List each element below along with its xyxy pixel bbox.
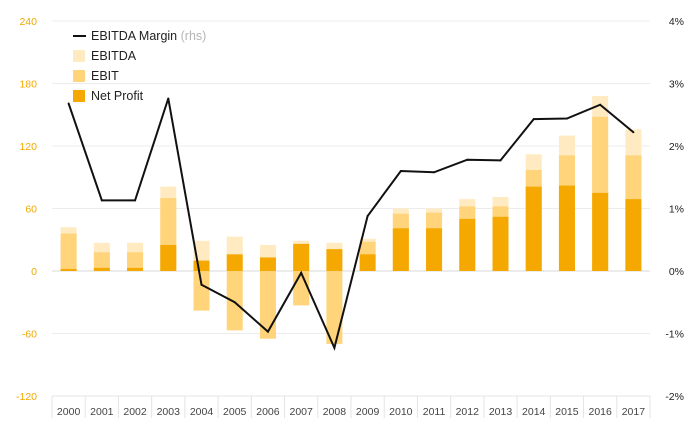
legend-swatch-net-profit [73,90,85,102]
net-profit-bar [193,260,210,271]
x-tick-label: 2002 [123,406,147,418]
legend-item-ebit: EBIT [73,69,119,83]
net-profit-bar [558,185,575,271]
legend-label-ebit: EBIT [91,69,119,83]
margin-point [266,330,269,333]
net-profit-bar [592,192,609,271]
net-profit-bar [492,216,509,271]
right-tick-label: 2% [669,141,684,153]
margin-point [632,131,635,134]
right-tick-label: -2% [665,391,684,403]
left-tick-label: 180 [19,79,37,91]
legend-swatch-ebit [73,70,85,82]
left-tick-label: -120 [16,391,37,403]
ebit-bar [127,252,144,271]
net-profit-bar [160,244,177,271]
left-tick-label: 240 [19,16,37,28]
margin-point [499,159,502,162]
ebit-bar [60,233,77,271]
net-profit-bar [127,267,144,271]
margin-point [433,171,436,174]
x-tick-label: 2001 [90,406,114,418]
net-profit-bar [459,218,476,271]
x-tick-label: 2007 [289,406,313,418]
x-tick-label: 2011 [423,406,446,418]
x-tick-label: 2013 [489,406,513,418]
left-tick-label: 120 [19,141,37,153]
legend-item-margin: EBITDA Margin (rhs) [73,29,206,43]
margin-point [134,199,137,202]
x-tick-label: 2014 [522,406,546,418]
margin-point [300,271,303,274]
ebitda-margin-line [67,98,635,351]
right-tick-label: 3% [669,79,684,91]
legend-item-net-profit: Net Profit [73,89,144,103]
right-axis: 4% 3% 2% 1% 0% -1% -2% [665,16,684,403]
margin-point [333,346,336,349]
margin-point [100,199,103,202]
x-tick-label: 2003 [157,406,181,418]
ebit-bar [293,271,310,306]
x-tick-label: 2000 [57,406,81,418]
net-profit-bar [392,228,409,271]
ebit-bar [326,271,343,344]
legend-item-ebitda: EBITDA [73,49,137,63]
legend-label-margin: EBITDA Margin [91,29,177,43]
margin-point [366,215,369,217]
margin-point [200,283,203,286]
net-profit-bar [259,257,276,271]
bars [60,96,642,344]
x-tick-label: 2010 [389,406,413,418]
net-profit-bar [293,243,310,271]
margin-point [233,301,236,304]
net-profit-bar [93,267,110,271]
x-tick-label: 2016 [588,406,612,418]
legend-label-rhs: (rhs) [181,29,207,43]
svg-text:EBITDA Margin (rhs): EBITDA Margin (rhs) [91,29,206,43]
right-tick-label: 1% [669,204,684,216]
net-profit-bar [60,268,77,271]
net-profit-bar [625,199,642,271]
x-tick-label: 2012 [456,406,480,418]
ebit-bar [93,252,110,271]
margin-point [599,103,602,106]
margin-line-layer [67,97,635,351]
x-tick-label: 2005 [223,406,247,418]
x-axis: 2000 2001 2002 2003 2004 2005 2006 2007 2008 2009… [51,395,651,418]
x-tick-label: 2015 [555,406,579,418]
margin-point [67,102,70,105]
left-axis: 240 180 120 60 0 -60 -120 [16,16,37,403]
margin-point [466,158,469,161]
ebit-bar [193,271,210,311]
margin-point [399,170,402,172]
x-tick-label: 2006 [256,406,280,418]
net-profit-bar [226,254,243,271]
ebit-bar [226,271,243,331]
right-tick-label: 0% [669,266,684,278]
legend-label-net-profit: Net Profit [91,89,144,103]
net-profit-bar [525,186,542,271]
x-tick-label: 2008 [323,406,347,418]
margin-point [532,118,535,121]
legend-label-ebitda: EBITDA [91,49,137,63]
legend-swatch-ebitda [73,50,85,62]
ebit-bar [259,271,276,339]
margin-point [167,97,170,100]
x-tick-label: 2004 [190,406,214,418]
net-profit-bar [359,254,376,271]
x-tick-label: 2009 [356,406,380,418]
net-profit-bar [426,228,443,271]
net-profit-bar [326,249,343,271]
left-tick-label: -60 [22,329,37,341]
margin-point [565,117,568,120]
right-tick-label: 4% [669,16,684,28]
left-tick-label: 0 [31,266,37,278]
right-tick-label: -1% [665,329,684,341]
left-tick-label: 60 [25,204,37,216]
x-tick-label: 2017 [622,406,646,418]
legend: EBITDA Margin (rhs) EBITDA EBIT Net Prof… [73,29,206,103]
